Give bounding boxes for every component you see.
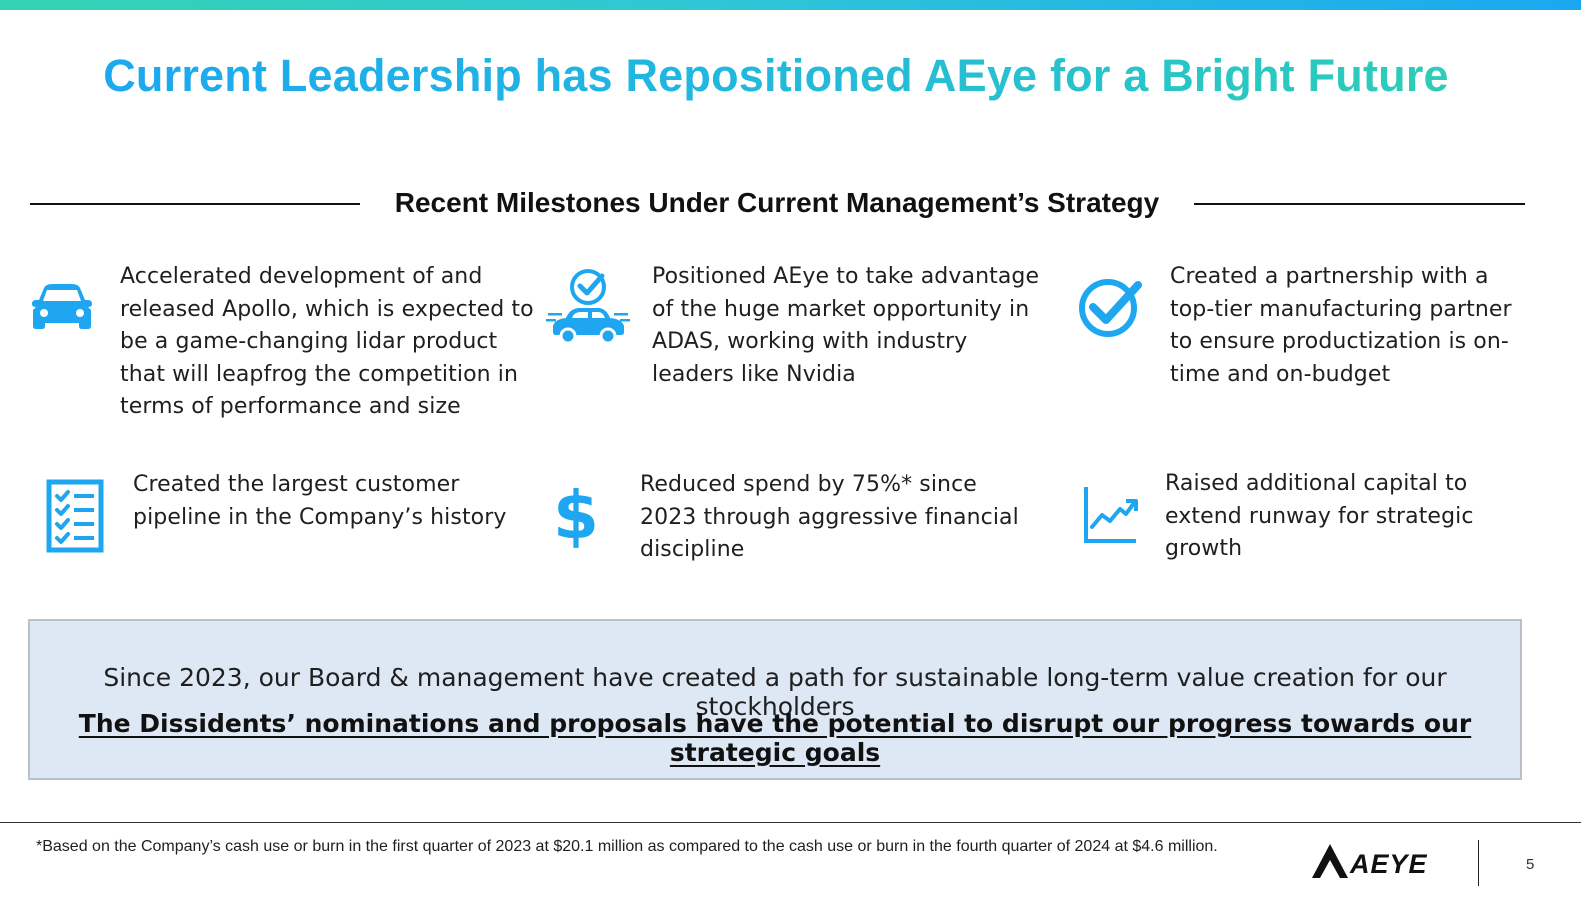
- growth-chart-icon: [1084, 487, 1138, 543]
- milestone-text-manufacturing: Created a partnership with a top-tier ma…: [1170, 264, 1512, 387]
- section-title: Recent Milestones Under Current Manageme…: [394, 187, 1160, 218]
- footnote: *Based on the Company’s cash use or burn…: [36, 838, 1218, 855]
- callout-box: Since 2023, our Board & management have …: [28, 619, 1522, 780]
- footer-separator: [1478, 840, 1479, 886]
- milestone-text-adas: Positioned AEye to take advantage of the…: [652, 264, 1040, 387]
- milestone-text-apollo: Accelerated development of and released …: [120, 264, 534, 419]
- page-number: 5: [1526, 856, 1535, 873]
- aeye-logo: AEYE: [1312, 844, 1428, 879]
- car-check-icon: [546, 269, 630, 345]
- slide-title: Current Leadership has Repositioned AEye…: [0, 50, 1552, 102]
- milestone-text-pipeline: Created the largest customer pipeline in…: [133, 472, 507, 530]
- top-accent-bar: [0, 0, 1581, 10]
- callout-warning: The Dissidents’ nominations and proposal…: [78, 709, 1472, 767]
- dollar-icon: $: [553, 482, 599, 552]
- logo-wordmark: AEYE: [1349, 849, 1428, 879]
- section-divider-left: [30, 203, 360, 205]
- footer-divider: [0, 822, 1581, 823]
- milestone-text-spend: Reduced spend by 75%* since 2023 through…: [640, 472, 1019, 562]
- svg-text:$: $: [553, 482, 599, 552]
- car-front-icon: [32, 284, 92, 329]
- callout-statement: Since 2023, our Board & management have …: [103, 663, 1447, 721]
- checklist-icon: [46, 479, 104, 553]
- section-divider-right: [1194, 203, 1525, 205]
- check-circle-icon: [1079, 279, 1142, 337]
- milestone-text-capital: Raised additional capital to extend runw…: [1165, 471, 1474, 561]
